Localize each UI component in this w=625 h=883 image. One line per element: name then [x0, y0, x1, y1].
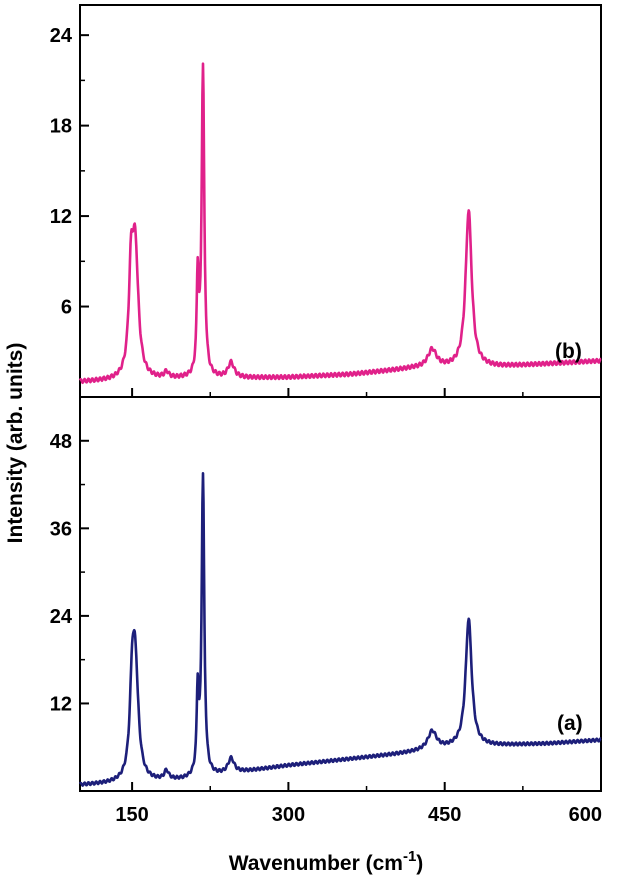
x-axis-title: Wavenumber (cm-1) [229, 848, 424, 875]
x-tick-label: 300 [272, 804, 305, 826]
x-tick-label: 600 [569, 804, 602, 826]
series-line-a [78, 471, 602, 787]
y-tick-label: 36 [50, 518, 72, 540]
x-tick-label: 150 [115, 804, 148, 826]
y-tick-label: 6 [61, 297, 72, 319]
y-tick-label: 24 [50, 606, 73, 628]
series-line-b [78, 62, 602, 385]
y-tick-label: 18 [50, 116, 72, 138]
top-panel-ticks: 6 12 18 24 [50, 25, 602, 397]
y-axis-title: Intensity (arb. units) [4, 343, 27, 544]
y-tick-label: 12 [50, 693, 72, 715]
y-tick-label: 12 [50, 206, 72, 228]
panel-label-a: (a) [557, 712, 583, 735]
bottom-panel-frame [79, 396, 602, 792]
y-tick-label: 48 [50, 431, 72, 453]
bottom-panel-ticks: 12 24 36 48 150 300 450 600 [50, 396, 602, 826]
top-panel-frame [79, 4, 602, 398]
y-tick-label: 24 [50, 25, 73, 47]
panel-label-b: (b) [555, 340, 582, 363]
x-tick-label: 450 [428, 804, 461, 826]
